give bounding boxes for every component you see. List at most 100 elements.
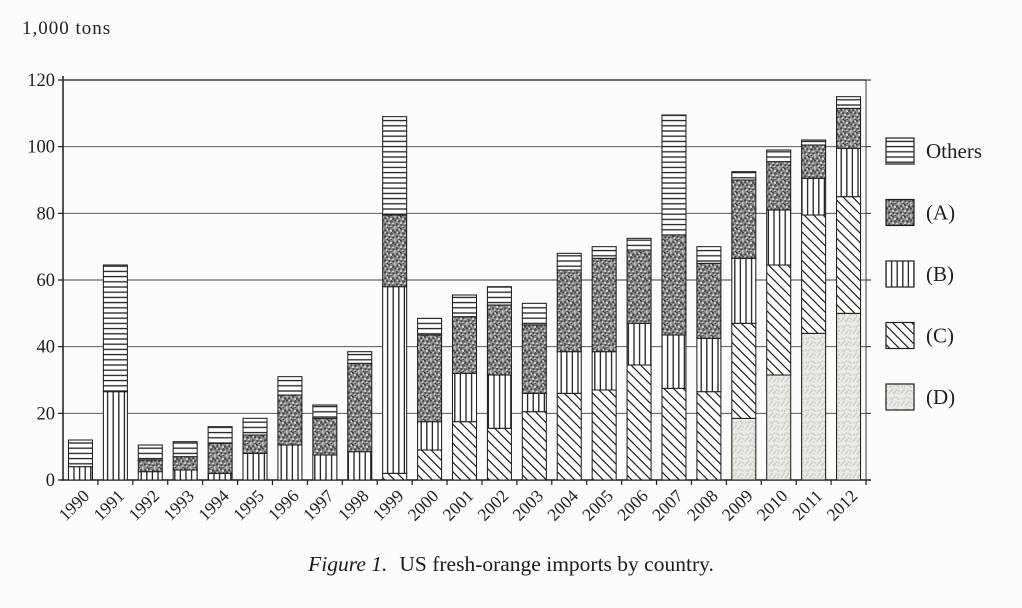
bar-segment-c-2001: [451, 421, 478, 481]
bar-segment-b-2008: [696, 337, 722, 393]
bar-segment-b-1995: [242, 452, 268, 481]
legend-swatch-a: [885, 198, 915, 227]
legend-swatch-d: [885, 383, 915, 411]
bar-segment-a-2004: [556, 269, 582, 353]
x-tick-label-1991: 1991: [89, 486, 128, 525]
x-tick-label-2003: 2003: [508, 486, 547, 525]
bar-segment-a-1993: [172, 456, 198, 471]
bar-segment-a-1997: [312, 417, 338, 456]
bar-segment-a-1999: [382, 214, 408, 288]
bar-segment-b-2003: [521, 392, 547, 413]
bar-segment-c-2008: [696, 391, 722, 481]
bar-segment-b-2006: [626, 322, 652, 366]
bar-segment-c-2010: [766, 264, 792, 376]
bar-segment-c-2011: [801, 214, 827, 334]
bar-segment-a-2006: [626, 249, 652, 324]
bar-segment-others-2007: [661, 114, 687, 236]
bar-segment-others-1991: [102, 264, 128, 393]
bar-segment-d-2011: [801, 332, 827, 481]
bar-segment-others-2000: [417, 317, 443, 336]
x-tick-label-2001: 2001: [438, 486, 477, 525]
bar-segment-others-2009: [731, 171, 757, 181]
x-tick-label-1992: 1992: [124, 486, 163, 525]
bar-segment-b-2004: [556, 351, 582, 394]
bar-segment-b-1996: [277, 444, 303, 481]
y-tick-label: 40: [37, 338, 56, 358]
x-tick-label-1993: 1993: [159, 486, 198, 525]
bar-segment-c-2003: [521, 411, 547, 481]
y-tick-label: 80: [37, 204, 56, 224]
figure-caption: Figure 1. US fresh-orange imports by coun…: [0, 552, 1022, 577]
legend-label-a: (A): [926, 201, 955, 225]
bar-segment-c-2005: [591, 389, 617, 481]
x-tick-label-1994: 1994: [194, 486, 233, 525]
legend-swatch-others: [885, 137, 915, 165]
bar-segment-b-1998: [347, 451, 373, 481]
x-tick-label-2009: 2009: [718, 486, 757, 525]
x-tick-label-2000: 2000: [404, 486, 443, 525]
bar-segment-a-2005: [591, 257, 617, 353]
bar-segment-a-2002: [486, 304, 512, 376]
bar-segment-a-2008: [696, 262, 722, 339]
bar-segment-a-1995: [242, 434, 268, 454]
bar-segment-c-2009: [731, 322, 757, 419]
x-tick-label-1999: 1999: [369, 486, 408, 525]
bar-segment-a-1992: [137, 459, 163, 473]
bar-segment-b-2011: [801, 177, 827, 216]
bar-segment-b-1990: [67, 466, 93, 481]
bar-segment-a-2009: [731, 179, 757, 259]
bar-segment-a-2000: [417, 334, 443, 423]
x-tick-label-2008: 2008: [683, 486, 722, 525]
x-tick-label-2004: 2004: [543, 486, 582, 525]
bar-segment-c-2006: [626, 364, 652, 481]
bar-segment-d-2010: [766, 374, 792, 481]
bar-segment-c-2002: [486, 427, 512, 481]
bar-segment-others-1990: [67, 439, 93, 468]
x-tick-label-2007: 2007: [648, 486, 687, 525]
bar-segment-a-2007: [661, 234, 687, 336]
bar-segment-a-2010: [766, 161, 792, 211]
x-tick-label-2010: 2010: [753, 486, 792, 525]
bar-segment-others-1995: [242, 417, 268, 436]
bar-segment-d-2009: [731, 417, 757, 481]
figure-caption-number: Figure 1.: [308, 552, 388, 576]
bar-segment-a-1996: [277, 394, 303, 446]
x-tick-label-1996: 1996: [264, 486, 303, 525]
bar-segment-others-2003: [521, 302, 547, 326]
x-tick-label-1998: 1998: [334, 486, 373, 525]
legend-label-others: Others: [926, 139, 982, 163]
y-tick-label: 120: [27, 71, 55, 91]
legend-label-b: (B): [926, 262, 954, 286]
bar-segment-others-2006: [626, 237, 652, 251]
bar-segment-b-2007: [661, 334, 687, 389]
bar-segment-others-1996: [277, 376, 303, 396]
bar-segment-others-1992: [137, 444, 163, 461]
bar-segment-others-1994: [207, 426, 233, 444]
x-tick-label-1990: 1990: [54, 486, 93, 525]
y-tick-label: 100: [27, 138, 55, 158]
bar-segment-c-2004: [556, 392, 582, 481]
y-tick-label: 20: [37, 404, 56, 424]
x-tick-label-2005: 2005: [578, 486, 617, 525]
bar-segment-c-2012: [836, 196, 862, 314]
bar-segment-b-1993: [172, 469, 198, 481]
bar-segment-b-1999: [382, 286, 408, 474]
bar-segment-a-1998: [347, 362, 373, 453]
bar-segment-b-2012: [836, 147, 862, 198]
bar-segment-others-2008: [696, 246, 722, 264]
bar-segment-b-2000: [417, 421, 443, 451]
x-tick-label-2012: 2012: [822, 486, 861, 525]
bar-segment-a-2003: [521, 324, 547, 394]
stacked-bar-chart: 0204060801001201990199119921993199419951…: [27, 71, 982, 525]
bar-segment-others-2011: [801, 139, 827, 146]
y-tick-label: 60: [37, 271, 56, 291]
bar-segment-others-1999: [382, 116, 408, 216]
x-tick-label-2011: 2011: [788, 486, 826, 524]
bar-segment-a-2011: [801, 144, 827, 179]
bar-segment-b-1997: [312, 454, 338, 481]
bar-segment-b-1992: [137, 471, 163, 481]
legend-label-c: (C): [926, 324, 954, 348]
bar-segment-others-2002: [486, 286, 512, 306]
legend-label-d: (D): [926, 385, 955, 409]
